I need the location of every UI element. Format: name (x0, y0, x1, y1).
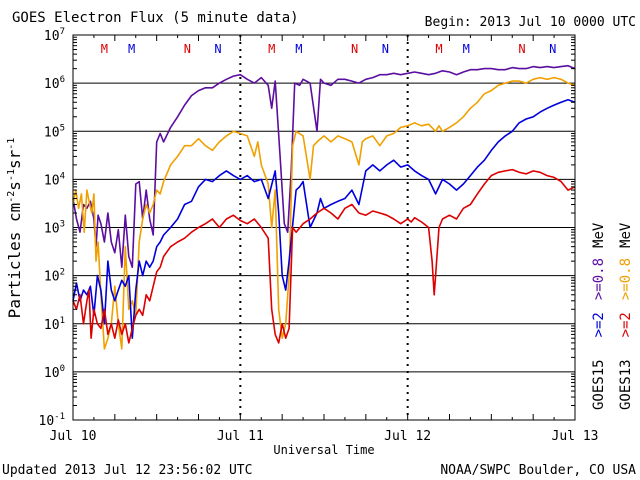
y-tick-label: 10-1 (39, 412, 66, 429)
legend-entry: >=0.8 (618, 258, 634, 300)
legend-entry: >=2 (591, 312, 607, 337)
y-tick-label: 103 (44, 220, 65, 237)
mn-marker: N (214, 42, 221, 56)
legend-satellite: GOES15 (591, 359, 607, 410)
y-tick-label: 101 (44, 316, 65, 333)
y-tick-label: 105 (44, 123, 65, 140)
data-series (73, 66, 575, 349)
legend-unit: MeV (591, 222, 607, 248)
x-tick-label: Jul 12 (384, 429, 431, 444)
mn-marker: N (518, 42, 525, 56)
mn-marker: M (101, 42, 108, 56)
mn-marker: M (128, 42, 135, 56)
y-axis-label-text: Particles cm-2s-1sr-1 (5, 138, 24, 319)
legend-text: GOES15 >=2 >=0.8 MeV (591, 222, 607, 410)
mn-marker: M (463, 42, 470, 56)
legend-entry: >=0.8 (591, 258, 607, 300)
x-axis-ticks: Jul 10 Jul 11 Jul 12 Jul 13 (50, 35, 599, 444)
y-tick-label: 102 (44, 268, 65, 285)
y-axis-label: Particles cm-2s-1sr-1 (5, 138, 24, 319)
mn-marker: M (435, 42, 442, 56)
x-tick-label: Jul 13 (552, 429, 599, 444)
y-tick-label: 100 (44, 364, 65, 381)
y-tick-label: 106 (44, 75, 65, 92)
legend-satellite: GOES13 (618, 359, 634, 410)
x-axis-label: Universal Time (273, 443, 374, 457)
mn-marker: N (184, 42, 191, 56)
x-tick-label: Jul 10 (50, 429, 97, 444)
grid-lines (73, 35, 575, 420)
mn-marker: N (382, 42, 389, 56)
legend-unit: MeV (618, 222, 634, 248)
mn-marker: M (268, 42, 275, 56)
series-line (73, 66, 575, 268)
chart-title: GOES Electron Flux (5 minute data) (12, 10, 299, 26)
mn-marker: M (295, 42, 302, 56)
y-tick-label: 107 (44, 27, 65, 44)
legend-column: GOES13 >=2 >=0.8 MeV (618, 222, 634, 410)
mn-marker: N (351, 42, 358, 56)
updated-timestamp: Updated 2013 Jul 12 23:56:02 UTC (2, 463, 252, 478)
y-tick-label: 104 (44, 171, 65, 188)
legend-text: GOES13 >=2 >=0.8 MeV (618, 222, 634, 410)
legend: GOES15 >=2 >=0.8 MeV GOES13 >=2 >=0.8 MeV (591, 222, 634, 410)
mn-marker: N (549, 42, 556, 56)
electron-flux-chart: GOES Electron Flux (5 minute data) Begin… (0, 0, 640, 480)
x-tick-label: Jul 11 (217, 429, 264, 444)
begin-date: Begin: 2013 Jul 10 0000 UTC (425, 15, 636, 30)
credit-text: NOAA/SWPC Boulder, CO USA (440, 463, 636, 478)
series-line (73, 170, 575, 343)
legend-entry: >=2 (618, 312, 634, 337)
legend-column: GOES15 >=2 >=0.8 MeV (591, 222, 607, 410)
